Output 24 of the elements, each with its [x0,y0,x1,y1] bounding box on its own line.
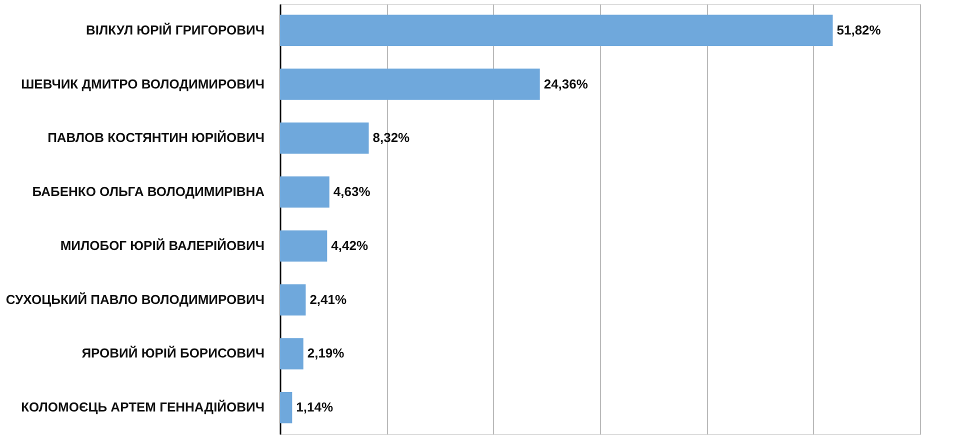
bar [280,176,330,208]
y-tick-label: ЯРОВИЙ ЮРІЙ БОРИСОВИЧ [82,346,264,361]
y-tick-label: ВІЛКУЛ ЮРІЙ ГРИГОРОВИЧ [86,22,264,38]
y-tick-label: КОЛОМОЄЦЬ АРТЕМ ГЕННАДІЙОВИЧ [21,400,264,415]
data-label: 4,63% [333,184,371,200]
bar [280,230,328,262]
y-tick-label: МИЛОБОГ ЮРІЙ ВАЛЕРІЙОВИЧ [60,238,264,253]
bar [280,68,540,100]
bar [280,392,292,424]
data-label: 2,41% [310,292,348,307]
y-tick-label: СУХОЦЬКИЙ ПАВЛО ВОЛОДИМИРОВИЧ [6,292,264,307]
bar [280,284,306,316]
bar [280,338,304,370]
y-tick-label: ПАВЛОВ КОСТЯНТИН ЮРІЙОВИЧ [48,130,264,146]
data-label: 4,42% [331,238,368,253]
data-label: 24,36% [544,76,588,92]
bar [280,122,369,154]
data-label: 8,32% [372,130,410,146]
y-tick-label: БАБЕНКО ОЛЬГА ВОЛОДИМИРІВНА [32,184,266,200]
bar [280,14,833,46]
y-tick-label: ШЕВЧИК ДМИТРО ВОЛОДИМИРОВИЧ [21,76,264,92]
data-label: 2,19% [307,346,345,361]
data-label: 51,82% [836,22,882,38]
data-label: 1,14% [296,400,334,415]
